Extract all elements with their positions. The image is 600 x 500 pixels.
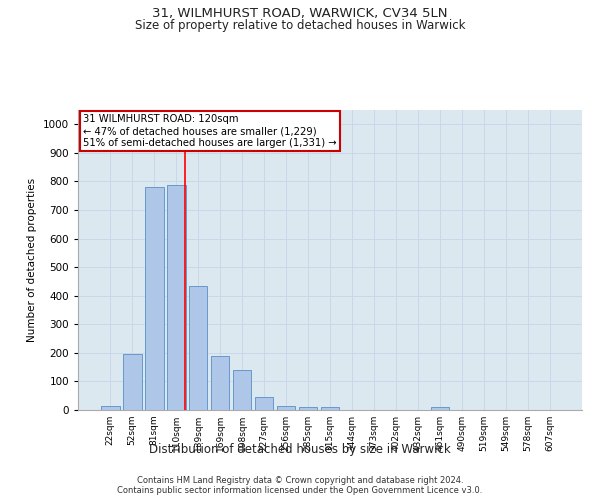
Text: 31 WILMHURST ROAD: 120sqm
← 47% of detached houses are smaller (1,229)
51% of se: 31 WILMHURST ROAD: 120sqm ← 47% of detac… — [83, 114, 337, 148]
Bar — [320, 407, 340, 410]
Text: Contains public sector information licensed under the Open Government Licence v3: Contains public sector information licen… — [118, 486, 482, 495]
Bar — [167, 186, 185, 410]
Y-axis label: Number of detached properties: Number of detached properties — [27, 178, 37, 342]
Text: Distribution of detached houses by size in Warwick: Distribution of detached houses by size … — [149, 442, 451, 456]
Bar — [277, 406, 295, 410]
Bar — [211, 356, 229, 410]
Bar — [189, 286, 208, 410]
Bar — [299, 407, 317, 410]
Bar — [123, 354, 142, 410]
Bar — [255, 396, 274, 410]
Bar — [101, 406, 119, 410]
Text: Contains HM Land Registry data © Crown copyright and database right 2024.: Contains HM Land Registry data © Crown c… — [137, 476, 463, 485]
Text: Size of property relative to detached houses in Warwick: Size of property relative to detached ho… — [135, 19, 465, 32]
Text: 31, WILMHURST ROAD, WARWICK, CV34 5LN: 31, WILMHURST ROAD, WARWICK, CV34 5LN — [152, 8, 448, 20]
Bar — [145, 186, 164, 410]
Bar — [233, 370, 251, 410]
Bar — [431, 407, 449, 410]
